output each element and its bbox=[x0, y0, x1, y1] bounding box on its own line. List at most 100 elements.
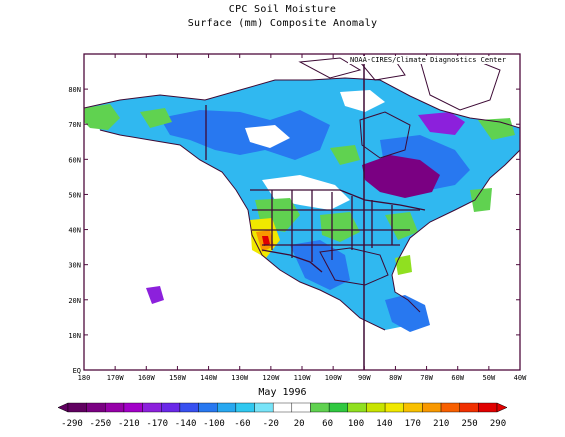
us-canada-border bbox=[250, 189, 426, 211]
latitude-labels: EQ 10N 20N 30N 40N 50N 60N 70N 80N bbox=[68, 86, 81, 375]
period-label: May 1996 bbox=[258, 387, 307, 398]
lat-tick-label: 80N bbox=[68, 86, 81, 94]
colorbar-cell bbox=[440, 402, 460, 413]
lon-tick-label: 140W bbox=[200, 374, 218, 382]
map-title: CPC Soil Moisture bbox=[228, 4, 337, 15]
lon-tick-label: 110W bbox=[294, 374, 312, 382]
lon-tick-label: 80W bbox=[389, 374, 402, 382]
colorbar-label: 170 bbox=[405, 419, 421, 429]
colorbar-cell bbox=[272, 402, 293, 413]
colorbar-cell bbox=[403, 402, 423, 413]
colorbar-label: 290 bbox=[490, 419, 506, 429]
land-anomaly-white bbox=[245, 125, 290, 148]
colorbar-label: 20 bbox=[294, 419, 305, 429]
colorbar-cell bbox=[478, 402, 498, 413]
us-mexico-border bbox=[261, 249, 323, 273]
colorbar-label: 210 bbox=[433, 419, 449, 429]
hudson-bay bbox=[359, 111, 411, 159]
colorbar-cell bbox=[235, 402, 255, 413]
lon-tick-label: 160W bbox=[138, 374, 156, 382]
colorbar-cell bbox=[347, 402, 367, 413]
data-credit: NOAA-CIRES/Climate Diagnostics Center bbox=[348, 56, 508, 64]
colorbar-labels: -290 -250 -210 -170 -140 -100 -60 -20 20 60 100 140… bbox=[61, 419, 506, 429]
lon-tick-label: 60W bbox=[451, 374, 464, 382]
colorbar-cell bbox=[67, 402, 87, 413]
lon-tick-label: 50W bbox=[483, 374, 496, 382]
colorbar-label: -20 bbox=[263, 419, 279, 429]
colorbar-arrow-left bbox=[57, 402, 69, 413]
colorbar-cell bbox=[161, 402, 181, 413]
land-anomaly-purple bbox=[418, 112, 465, 135]
colorbar-label: -140 bbox=[175, 419, 197, 429]
colorbar-label: 250 bbox=[461, 419, 477, 429]
land-anomaly-green bbox=[385, 212, 418, 240]
colorbar-cell bbox=[291, 402, 311, 413]
lat-tick-label: 10N bbox=[68, 332, 81, 340]
coastline-west bbox=[99, 129, 386, 331]
colorbar-label: -210 bbox=[118, 419, 140, 429]
colorbar-cell bbox=[198, 402, 218, 413]
land-anomaly-green bbox=[470, 188, 492, 212]
lon-tick-label: 150W bbox=[169, 374, 187, 382]
colorbar-label: -100 bbox=[203, 419, 225, 429]
political-borders bbox=[205, 105, 426, 273]
lon-tick-label: 40W bbox=[514, 374, 527, 382]
colorbar-label: -60 bbox=[234, 419, 250, 429]
land-anomaly-green bbox=[395, 255, 412, 275]
land-anomaly-green bbox=[140, 108, 172, 128]
colorbar-label: 60 bbox=[322, 419, 333, 429]
lon-tick-label: 100W bbox=[325, 374, 343, 382]
colorbar-label: 140 bbox=[376, 419, 392, 429]
coastline-east bbox=[391, 149, 520, 313]
lat-tick-label: 60N bbox=[68, 156, 81, 164]
lat-tick-label: 30N bbox=[68, 262, 81, 270]
hawaii-anomaly bbox=[146, 286, 164, 304]
colorbar-cell bbox=[328, 402, 348, 413]
lat-tick-label: 20N bbox=[68, 297, 81, 305]
coastlines bbox=[84, 57, 520, 331]
lon-tick-label: 120W bbox=[262, 374, 280, 382]
colorbar-label: -170 bbox=[146, 419, 168, 429]
colorbar-cell bbox=[310, 402, 330, 413]
colorbar-label: -290 bbox=[61, 419, 83, 429]
map-subtitle: Surface (mm) Composite Anomaly bbox=[187, 18, 378, 29]
lat-tick-label: 40N bbox=[68, 227, 81, 235]
colorbar-cells bbox=[57, 402, 508, 413]
colorbar-cell bbox=[217, 402, 237, 413]
land-anomaly-green bbox=[330, 145, 360, 165]
lon-tick-label: 90W bbox=[358, 374, 371, 382]
lon-tick-label: 130W bbox=[231, 374, 249, 382]
us-state-grid bbox=[252, 190, 420, 262]
colorbar-cell bbox=[123, 402, 143, 413]
colorbar-cell bbox=[86, 402, 106, 413]
land-anomaly-white bbox=[340, 90, 385, 112]
land-anomaly-blue-dark bbox=[160, 110, 330, 160]
lat-tick-label: 70N bbox=[68, 121, 81, 129]
longitude-labels: 180 170W 160W 150W 140W 130W 120W 110W 100W 90W 80… bbox=[78, 374, 527, 382]
colorbar-cell bbox=[384, 402, 404, 413]
coastline-north bbox=[84, 77, 520, 129]
land-anomaly-red bbox=[262, 236, 270, 246]
colorbar-label: 100 bbox=[348, 419, 364, 429]
land-anomaly-blue-dark bbox=[385, 295, 430, 332]
land-anomaly-purple bbox=[362, 155, 440, 198]
lon-tick-label: 170W bbox=[107, 374, 125, 382]
colorbar-cell bbox=[366, 402, 386, 413]
anomaly-field bbox=[84, 78, 520, 332]
colorbar-arrow-right bbox=[496, 402, 508, 413]
colorbar-cell bbox=[105, 402, 125, 413]
colorbar-cell bbox=[142, 402, 162, 413]
lon-tick-label: 180 bbox=[78, 374, 91, 382]
lat-tick-label: 50N bbox=[68, 191, 81, 199]
land-anomaly-blue-dark bbox=[290, 240, 350, 290]
colorbar-cell bbox=[254, 402, 274, 413]
land-anomaly-green bbox=[320, 212, 360, 242]
colorbar-cell bbox=[179, 402, 199, 413]
colorbar-cell bbox=[459, 402, 479, 413]
colorbar-label: -250 bbox=[90, 419, 112, 429]
lat-tick-label: EQ bbox=[73, 367, 81, 375]
gulf-of-mexico bbox=[319, 247, 389, 286]
lon-tick-label: 70W bbox=[420, 374, 433, 382]
